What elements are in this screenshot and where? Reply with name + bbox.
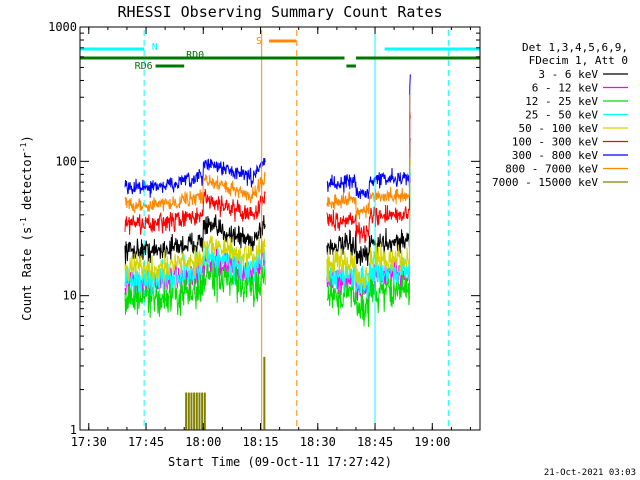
flag-label-n: N xyxy=(152,42,158,53)
y-axis-label-end: ) xyxy=(20,135,34,142)
series-line-4-seg-2 xyxy=(326,164,411,300)
axis-ticks: 17:30 17:45 18:00 18:15 18:30 18:45 19:00 1 10 10… xyxy=(48,20,480,449)
footer-date: 21-Oct-2021 03:03 xyxy=(544,468,636,478)
legend-label-6: 100 - 300 keV xyxy=(512,136,598,149)
y-tick-label: 1000 xyxy=(48,20,77,34)
flag-label-rd0: RD0 xyxy=(186,50,204,61)
series-line-7-seg-1 xyxy=(124,157,266,198)
legend-label-2: 6 - 12 keV xyxy=(532,82,599,95)
series-line-8-seg-1 xyxy=(124,171,266,214)
legend-header-decimation: FDecim 1, Att 0 xyxy=(529,54,628,67)
series-line-1-seg-2 xyxy=(326,138,411,267)
legend-label-4: 25 - 50 keV xyxy=(525,109,598,122)
y-axis-label-mid: detector xyxy=(20,152,34,217)
chart-title: RHESSI Observing Summary Count Rates xyxy=(117,3,442,21)
legend-header-detectors: Det 1,3,4,5,6,9, xyxy=(522,41,628,54)
series-line-5-seg-1 xyxy=(124,235,266,285)
flag-label-s: S xyxy=(256,36,262,47)
legend-label-8: 800 - 7000 keV xyxy=(505,163,598,176)
series-line-7-seg-2 xyxy=(326,74,411,200)
x-tick-label: 19:00 xyxy=(414,435,450,449)
y-axis-label-part: Count Rate (s xyxy=(20,227,34,321)
series-line-5-seg-2 xyxy=(326,157,411,288)
x-tick-label: 18:15 xyxy=(242,435,278,449)
series-line-6-seg-1 xyxy=(124,188,266,235)
y-tick-label: 10 xyxy=(63,289,77,303)
series-line-3-seg-2 xyxy=(326,180,411,328)
legend-label-5: 50 - 100 keV xyxy=(519,122,599,135)
legend-label-7: 300 - 800 keV xyxy=(512,149,598,162)
series-layer xyxy=(124,74,411,430)
series-line-8-seg-2 xyxy=(326,94,411,220)
legend-label-3: 12 - 25 keV xyxy=(525,95,598,108)
legend-label-9: 7000 - 15000 keV xyxy=(492,176,598,189)
series-line-1-seg-1 xyxy=(124,214,266,266)
x-tick-label: 17:30 xyxy=(71,435,107,449)
x-tick-label: 17:45 xyxy=(128,435,164,449)
x-tick-label: 18:00 xyxy=(185,435,221,449)
y-tick-label: 1 xyxy=(70,423,77,437)
y-axis-label: Count Rate (s-1 detector-1) xyxy=(19,135,34,320)
y-axis-label-sup1: -1 xyxy=(19,217,28,227)
x-axis-label: Start Time (09-Oct-11 17:27:42) xyxy=(168,455,392,469)
y-axis-label-sup2: -1 xyxy=(19,142,28,152)
x-tick-label: 18:45 xyxy=(357,435,393,449)
y-tick-label: 100 xyxy=(55,154,77,168)
flag-label-rd6: RD6 xyxy=(135,61,153,72)
legend-label-1: 3 - 6 keV xyxy=(538,68,598,81)
series-line-6-seg-2 xyxy=(326,111,411,244)
flags-layer xyxy=(80,30,480,430)
x-tick-label: 18:30 xyxy=(300,435,336,449)
